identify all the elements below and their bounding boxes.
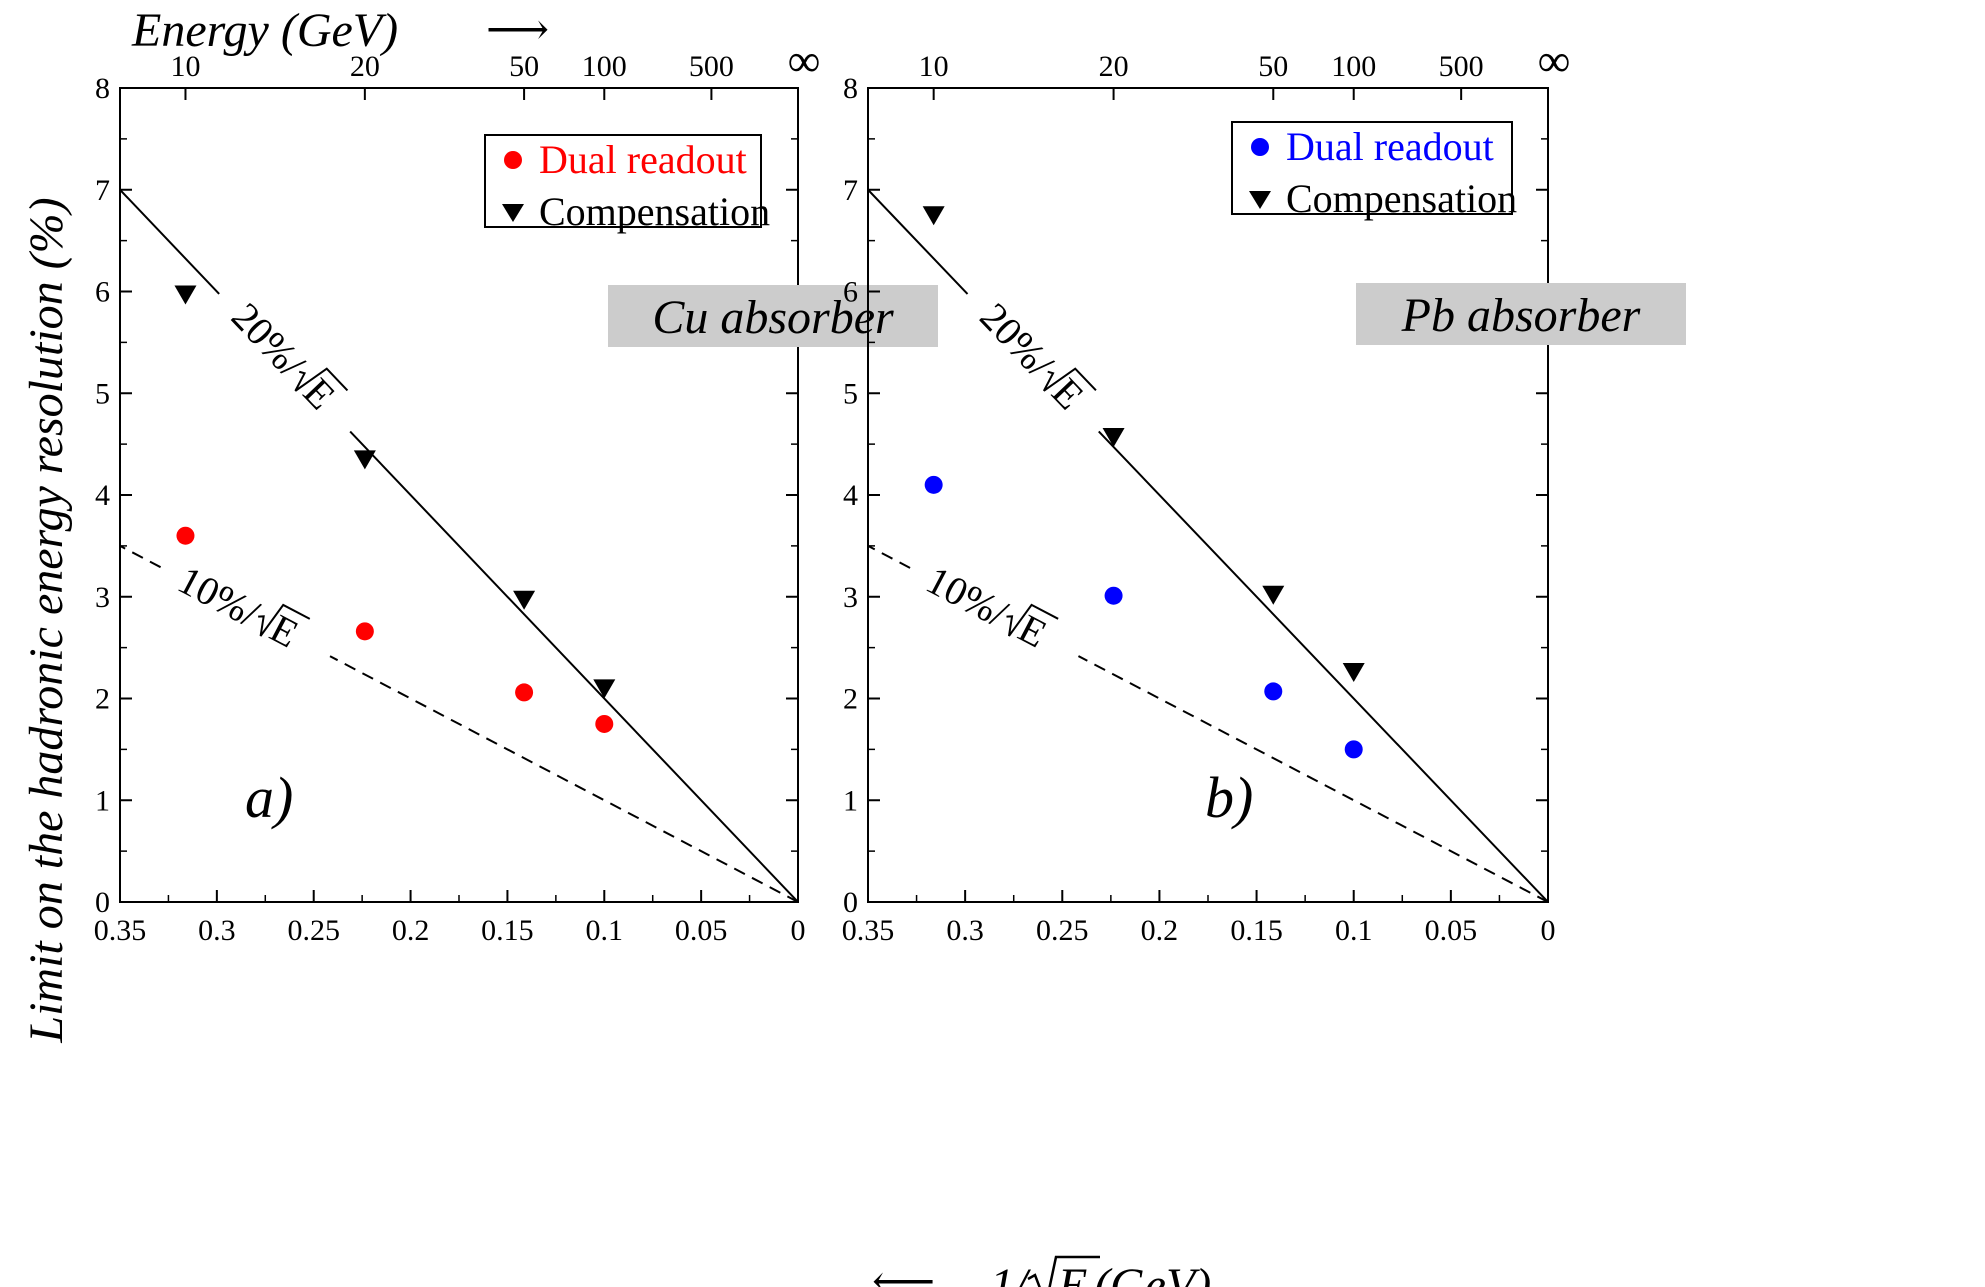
y-tick-label: 7 bbox=[843, 174, 858, 207]
x-tick-label: 0.05 bbox=[1425, 914, 1478, 947]
data-point-dual-readout bbox=[1344, 740, 1363, 759]
bottom-axis-title-root: E bbox=[1057, 1259, 1087, 1287]
x-tick-label: 0.15 bbox=[1230, 914, 1283, 947]
data-point-dual-readout bbox=[176, 526, 195, 545]
data-point-compensation bbox=[174, 285, 197, 305]
absorber-label: Cu absorber bbox=[652, 291, 894, 344]
data-point-dual-readout bbox=[515, 683, 534, 702]
top-tick-label: 50 bbox=[509, 50, 539, 83]
y-tick-label: 1 bbox=[843, 784, 858, 817]
label-mask bbox=[896, 544, 1091, 682]
legend-label: Compensation bbox=[1286, 176, 1517, 221]
legend-marker-compensation bbox=[502, 204, 524, 222]
top-tick-label: 20 bbox=[350, 50, 380, 83]
data-point-compensation bbox=[513, 590, 536, 610]
y-tick-label: 3 bbox=[843, 581, 858, 614]
panel-tag: a) bbox=[245, 765, 293, 830]
data-point-compensation bbox=[922, 206, 945, 226]
top-tick-label: 500 bbox=[1439, 50, 1484, 83]
legend-label: Dual readout bbox=[539, 137, 747, 182]
x-tick-label: 0 bbox=[1541, 914, 1556, 947]
panel-b: 0.35 0.3 0.25 0.2 0.15 0.1 0.05 0 0 1 2 3 4 5 6 7 8 10 20 5… bbox=[842, 35, 1686, 947]
bottom-axis-title-prefix: 1/ bbox=[990, 1259, 1031, 1287]
legend-box bbox=[484, 134, 762, 228]
label-mask bbox=[946, 276, 1118, 452]
data-point-compensation bbox=[593, 679, 616, 699]
data-point-compensation bbox=[1262, 585, 1285, 605]
reference-label-20-radical bbox=[1042, 367, 1097, 392]
data-point-compensation bbox=[353, 450, 376, 470]
y-tick-label: 3 bbox=[95, 581, 110, 614]
x-tick-label: 0.3 bbox=[198, 914, 236, 947]
top-axis-arrow: ⟶ bbox=[486, 5, 549, 54]
y-tick-label: 0 bbox=[95, 886, 110, 919]
x-tick-label: 0.15 bbox=[481, 914, 534, 947]
data-point-dual-readout bbox=[924, 475, 943, 494]
data-point-dual-readout bbox=[1104, 586, 1123, 605]
reference-line-10 bbox=[120, 544, 798, 902]
data-point-dual-readout bbox=[355, 622, 374, 641]
data-point-compensation bbox=[1342, 663, 1365, 683]
top-tick-label: ∞ bbox=[1538, 35, 1571, 86]
x-tick-label: 0.1 bbox=[1335, 914, 1373, 947]
top-tick-label: 500 bbox=[689, 50, 734, 83]
x-tick-label: 0.25 bbox=[287, 914, 340, 947]
bottom-axis-arrow: ⟵ bbox=[872, 1257, 935, 1287]
legend-marker-compensation bbox=[1249, 191, 1271, 209]
top-tick-label: 10 bbox=[170, 50, 200, 83]
y-tick-label: 8 bbox=[843, 72, 858, 105]
data-point-dual-readout bbox=[1264, 682, 1283, 701]
label-mask bbox=[198, 275, 369, 452]
reference-label-20-radical bbox=[294, 367, 349, 392]
y-tick-label: 7 bbox=[95, 174, 110, 207]
top-tick-label: 10 bbox=[919, 50, 949, 83]
y-tick-label: 1 bbox=[95, 784, 110, 817]
bottom-axis-title-suffix: (GeV) bbox=[1094, 1259, 1211, 1287]
bottom-axis-radical bbox=[1027, 1255, 1100, 1287]
y-tick-label: 5 bbox=[95, 377, 110, 410]
reference-label-10-radical bbox=[258, 603, 311, 637]
y-tick-label: 6 bbox=[95, 276, 110, 309]
top-tick-label: ∞ bbox=[788, 35, 821, 86]
y-tick-label: 5 bbox=[843, 377, 858, 410]
x-tick-label: 0.2 bbox=[1141, 914, 1179, 947]
reference-line-10 bbox=[868, 544, 1548, 902]
data-point-dual-readout bbox=[595, 714, 614, 733]
absorber-label: Pb absorber bbox=[1401, 289, 1641, 342]
panel-tag: b) bbox=[1205, 765, 1253, 830]
top-tick-label: 100 bbox=[582, 50, 627, 83]
absorber-label-box bbox=[608, 285, 938, 347]
x-tick-label: 0.25 bbox=[1036, 914, 1089, 947]
legend-label: Dual readout bbox=[1286, 124, 1494, 169]
x-tick-label: 0.1 bbox=[586, 914, 624, 947]
y-axis-title: Limit on the hadronic energy resolution … bbox=[20, 197, 73, 1043]
absorber-label-box bbox=[1356, 283, 1686, 345]
x-tick-label: 0 bbox=[791, 914, 806, 947]
top-tick-label: 20 bbox=[1099, 50, 1129, 83]
y-tick-label: 2 bbox=[843, 683, 858, 716]
x-tick-label: 0.3 bbox=[946, 914, 984, 947]
top-axis-title: Energy (GeV) bbox=[131, 4, 398, 57]
reference-label-10-radical bbox=[1006, 603, 1059, 637]
y-tick-label: 2 bbox=[95, 683, 110, 716]
x-tick-label: 0.2 bbox=[392, 914, 430, 947]
top-tick-label: 100 bbox=[1331, 50, 1376, 83]
y-tick-label: 4 bbox=[95, 479, 110, 512]
legend-label: Compensation bbox=[539, 189, 770, 234]
y-tick-label: 8 bbox=[95, 72, 110, 105]
legend-marker-dual-readout bbox=[504, 151, 522, 169]
x-tick-label: 0.35 bbox=[842, 914, 895, 947]
x-tick-label: 0.05 bbox=[675, 914, 728, 947]
legend-marker-dual-readout bbox=[1251, 138, 1269, 156]
x-tick-label: 0.35 bbox=[94, 914, 147, 947]
legend-box bbox=[1231, 121, 1513, 215]
y-tick-label: 0 bbox=[843, 886, 858, 919]
top-tick-label: 50 bbox=[1258, 50, 1288, 83]
label-mask bbox=[148, 544, 343, 682]
y-tick-label: 4 bbox=[843, 479, 858, 512]
y-tick-label: 6 bbox=[843, 276, 858, 309]
data-point-compensation bbox=[1102, 428, 1125, 448]
